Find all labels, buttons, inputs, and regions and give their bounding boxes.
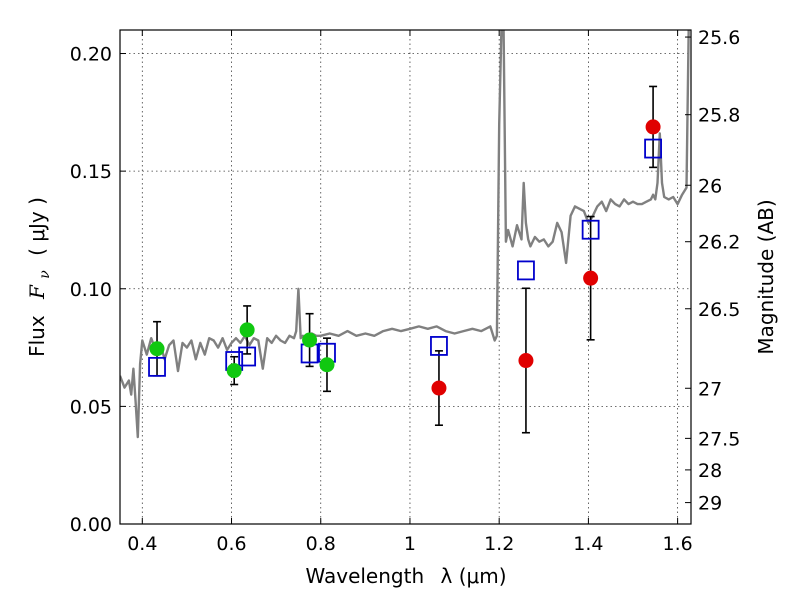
right-axis-tick-label: 27 xyxy=(698,378,722,400)
y-axis-label-text: Flux xyxy=(25,315,49,357)
x-tick-label: 1 xyxy=(404,533,416,555)
x-tick-label: 0.8 xyxy=(306,533,336,555)
x-axis-label-text: Wavelength xyxy=(305,564,424,588)
green-flux-point xyxy=(226,363,242,379)
gridlines xyxy=(120,30,691,525)
right-axis-tick-label: 25.6 xyxy=(698,27,740,49)
right-axis-tick-label: 29 xyxy=(698,493,722,515)
y-tick-label: 0.10 xyxy=(70,279,112,301)
green-flux-point xyxy=(239,322,255,338)
x-tick-label: 1.4 xyxy=(573,533,603,555)
y-axis-label-symbol: F xyxy=(25,284,49,300)
axis-ticks: 0.4 0.6 0.8 1 1.2 1.4 1.6 0.00 0.05 0.10 0.15 0.20 2… xyxy=(70,27,741,555)
red-flux-point xyxy=(583,270,599,286)
x-tick-label: 1.6 xyxy=(663,533,693,555)
model-flux-square xyxy=(430,336,448,356)
right-axis-tick-label: 27.5 xyxy=(698,428,740,450)
right-axis-tick-label: 26.2 xyxy=(698,232,740,254)
x-tick-label: 0.4 xyxy=(127,533,157,555)
right-axis-tick-label: 28 xyxy=(698,460,722,482)
x-axis-label-symbol: λ (μm) xyxy=(441,564,507,588)
model-flux-square xyxy=(644,138,662,159)
x-tick-label: 1.2 xyxy=(484,533,514,555)
data-points xyxy=(148,85,662,434)
y-tick-label: 0.15 xyxy=(70,161,112,183)
y-axis-title: Flux F ν ( μJy ) xyxy=(25,197,54,357)
y-axis-label-subscript: ν xyxy=(37,270,53,279)
x-axis-title: Wavelength λ (μm) xyxy=(305,564,506,588)
green-flux-point xyxy=(302,332,318,348)
green-flux-point xyxy=(149,341,165,357)
green-flux-point xyxy=(319,357,335,373)
model-spectrum-line xyxy=(120,30,690,439)
model-flux-square xyxy=(238,346,257,367)
red-flux-point xyxy=(431,380,447,396)
red-flux-point xyxy=(518,353,534,369)
right-axis-tick-label: 25.8 xyxy=(698,105,740,127)
right-axis-tick-label: 26.5 xyxy=(698,299,740,321)
model-flux-square xyxy=(517,260,535,281)
model-flux-square xyxy=(581,219,600,240)
y-tick-label: 0.00 xyxy=(70,514,112,536)
y-tick-label: 0.05 xyxy=(70,396,112,418)
y-tick-label: 0.20 xyxy=(70,44,112,66)
right-axis-tick-label: 26 xyxy=(698,175,722,197)
y-axis-label-units: ( μJy ) xyxy=(25,197,49,256)
plot-frame xyxy=(119,29,692,525)
right-axis-title: Magnitude (AB) xyxy=(754,199,778,354)
model-flux-square xyxy=(148,356,166,377)
red-flux-point xyxy=(645,119,661,135)
x-tick-label: 0.6 xyxy=(216,533,246,555)
